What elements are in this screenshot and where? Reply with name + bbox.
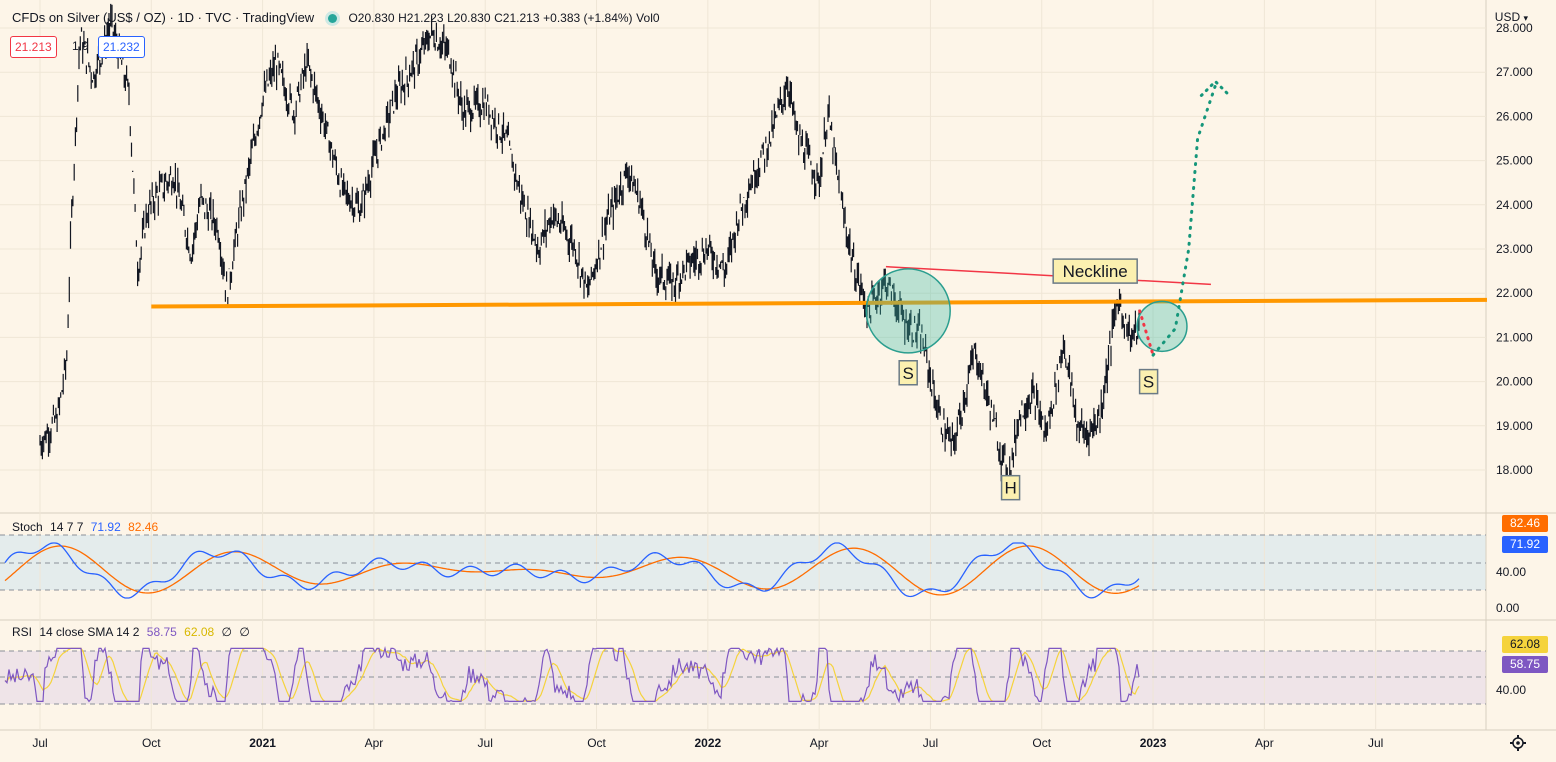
price-tick-label: 28.000 bbox=[1496, 21, 1533, 35]
indicator-axis: 40.00 0.00 40.00 bbox=[1496, 565, 1526, 697]
time-tick-label: Oct bbox=[142, 736, 161, 750]
stoch-d-badge: 82.46 bbox=[1502, 515, 1548, 532]
annotation-text: H bbox=[1004, 479, 1016, 498]
annotation-box bbox=[1052, 258, 1138, 284]
price-tick-label: 18.000 bbox=[1496, 463, 1533, 477]
time-tick-label: Apr bbox=[1255, 736, 1274, 750]
annotation-label[interactable]: H bbox=[1000, 474, 1021, 501]
annotation-box bbox=[898, 360, 918, 386]
rsi-sma-value: 62.08 bbox=[184, 625, 215, 639]
price-tick-label: 21.000 bbox=[1496, 330, 1533, 344]
annotation-label[interactable]: S bbox=[1138, 368, 1159, 395]
rsi-value: 58.75 bbox=[146, 625, 177, 639]
annotation-box bbox=[1138, 368, 1159, 395]
projection-arrow-head bbox=[1199, 79, 1231, 97]
price-axis[interactable]: 28.000 27.000 26.000 25.000 24.000 23.000 22.0… bbox=[1496, 21, 1533, 477]
chart-legend: CFDs on Silver (US$ / OZ) · 1D · TVC · T… bbox=[12, 10, 660, 25]
stoch-series bbox=[4, 542, 1140, 599]
rsi-series bbox=[4, 646, 1140, 704]
price-tick-label: 26.000 bbox=[1496, 109, 1533, 123]
annotation-label[interactable]: S bbox=[898, 360, 918, 386]
ohlc-high: H21.223 bbox=[398, 11, 444, 25]
rsi-extra-2: ∅ bbox=[239, 625, 250, 639]
buy-button[interactable]: 21.232 bbox=[98, 36, 145, 58]
rsi-title: RSI bbox=[12, 625, 33, 639]
price-tick-label: 25.000 bbox=[1496, 154, 1533, 168]
stoch-k-badge: 71.92 bbox=[1502, 536, 1548, 553]
ohlc-open: O20.830 bbox=[348, 11, 395, 25]
stoch-axis-label: 0.00 bbox=[1496, 601, 1520, 615]
price-tick-label: 20.000 bbox=[1496, 375, 1533, 389]
stoch-k-line bbox=[4, 542, 1140, 599]
time-tick-label: Oct bbox=[1032, 736, 1051, 750]
rsi-sma-badge: 62.08 bbox=[1502, 636, 1548, 653]
time-tick-label: 2021 bbox=[249, 736, 276, 750]
annotation-label[interactable]: Neckline bbox=[1052, 258, 1138, 284]
projection-down-path[interactable] bbox=[1138, 309, 1155, 357]
stoch-title: Stoch bbox=[12, 520, 43, 534]
rsi-extra-1: ∅ bbox=[221, 625, 232, 639]
price-pane[interactable] bbox=[0, 0, 1486, 510]
price-tick-label: 24.000 bbox=[1496, 198, 1533, 212]
time-axis[interactable]: Jul Oct 2021 Apr Jul Oct 2022 Apr Jul Oct 2023 Apr J… bbox=[32, 736, 1383, 750]
time-tick-label: 2022 bbox=[694, 736, 721, 750]
grid-lines bbox=[0, 0, 1486, 730]
volume-value: Vol0 bbox=[636, 11, 660, 25]
annotation-text: S bbox=[903, 364, 914, 383]
market-status-icon bbox=[327, 14, 337, 24]
spread-value: 1.9 bbox=[72, 39, 89, 53]
chevron-down-icon: ▾ bbox=[1523, 13, 1528, 23]
time-tick-label: Jul bbox=[478, 736, 493, 750]
stoch-legend[interactable]: Stoch 14 7 7 71.92 82.46 bbox=[12, 520, 158, 534]
annotation-text: Neckline bbox=[1063, 262, 1128, 281]
time-tick-label: Oct bbox=[587, 736, 606, 750]
rsi-params: 14 close SMA 14 2 bbox=[39, 625, 140, 639]
stoch-d-value: 82.46 bbox=[128, 520, 159, 534]
symbol-title[interactable]: CFDs on Silver (US$ / OZ) · 1D · TVC · T… bbox=[12, 10, 315, 25]
time-tick-label: Jul bbox=[1368, 736, 1383, 750]
rsi-sma-line bbox=[4, 647, 1140, 703]
chart-drawings[interactable]: Neckline S H S bbox=[151, 79, 1487, 501]
time-tick-label: Apr bbox=[365, 736, 384, 750]
neckline-trendline[interactable] bbox=[885, 265, 1211, 286]
rsi-line bbox=[4, 646, 1140, 704]
price-tick-label: 19.000 bbox=[1496, 419, 1533, 433]
ohlc-change: +0.383 (+1.84%) bbox=[543, 11, 633, 25]
ohlc-close: C21.213 bbox=[494, 11, 540, 25]
stoch-k-value: 71.92 bbox=[90, 520, 121, 534]
price-tick-label: 27.000 bbox=[1496, 65, 1533, 79]
time-tick-label: Jul bbox=[923, 736, 938, 750]
stoch-axis-label: 40.00 bbox=[1496, 565, 1526, 579]
currency-selector[interactable]: USD ▾ bbox=[1495, 10, 1528, 24]
time-tick-label: Apr bbox=[810, 736, 829, 750]
sell-button[interactable]: 21.213 bbox=[10, 36, 57, 58]
support-line[interactable] bbox=[151, 297, 1487, 309]
pattern-circle[interactable] bbox=[865, 268, 951, 354]
price-tick-label: 22.000 bbox=[1496, 286, 1533, 300]
stoch-params: 14 7 7 bbox=[50, 520, 84, 534]
rsi-axis-label: 40.00 bbox=[1496, 683, 1526, 697]
settings-gear-icon[interactable] bbox=[1510, 735, 1526, 751]
rsi-badge: 58.75 bbox=[1502, 656, 1548, 673]
annotation-box bbox=[1000, 474, 1021, 501]
ohlc-low: L20.830 bbox=[447, 11, 491, 25]
indicator-band-lines bbox=[0, 534, 1486, 705]
annotation-text: S bbox=[1143, 373, 1154, 392]
price-tick-label: 23.000 bbox=[1496, 242, 1533, 256]
time-tick-label: Jul bbox=[32, 736, 47, 750]
rsi-legend[interactable]: RSI 14 close SMA 14 2 58.75 62.08 ∅ ∅ bbox=[12, 625, 250, 639]
time-tick-label: 2023 bbox=[1140, 736, 1167, 750]
projection-up-path[interactable] bbox=[1151, 84, 1217, 357]
stoch-d-line bbox=[4, 545, 1140, 596]
currency-label: USD bbox=[1494, 10, 1521, 24]
